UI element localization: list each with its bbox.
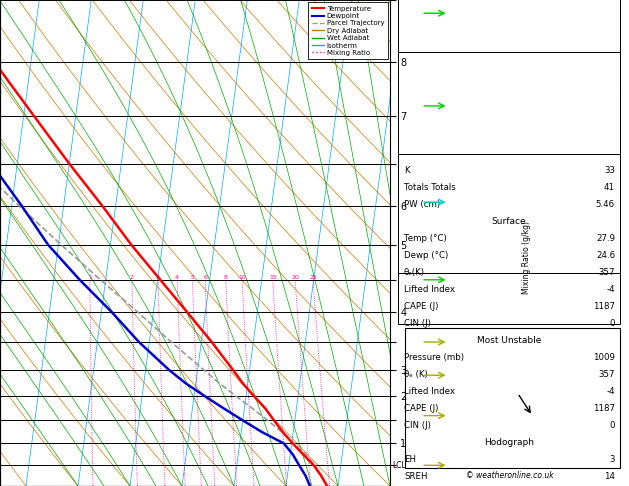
Legend: Temperature, Dewpoint, Parcel Trajectory, Dry Adiabat, Wet Adiabat, Isotherm, Mi: Temperature, Dewpoint, Parcel Trajectory…	[308, 2, 388, 59]
Text: 41: 41	[604, 183, 615, 192]
Text: -4: -4	[606, 387, 615, 396]
Text: 1187: 1187	[593, 302, 615, 311]
Text: Lifted Index: Lifted Index	[404, 285, 455, 294]
Text: Mixing Ratio (g/kg): Mixing Ratio (g/kg)	[522, 221, 531, 294]
Text: Dewp (°C): Dewp (°C)	[404, 251, 448, 260]
Text: 16.05.2024  18GMT (Base: 12): 16.05.2024 18GMT (Base: 12)	[423, 7, 598, 17]
Text: 15: 15	[269, 275, 277, 280]
Text: 33: 33	[604, 166, 615, 175]
Bar	[398, 154, 620, 273]
Text: 0: 0	[610, 319, 615, 328]
Text: Hodograph: Hodograph	[484, 438, 534, 447]
Text: 20: 20	[291, 275, 299, 280]
Text: kt: kt	[410, 22, 418, 31]
Bar	[398, 0, 620, 52]
Bar	[398, 273, 620, 324]
Text: 5: 5	[191, 275, 194, 280]
Bar	[405, 328, 620, 468]
Text: Totals Totals: Totals Totals	[404, 183, 456, 192]
Text: Most Unstable: Most Unstable	[477, 336, 541, 345]
Text: 4: 4	[175, 275, 179, 280]
Text: PW (cm): PW (cm)	[404, 200, 440, 209]
Text: 14: 14	[604, 472, 615, 481]
Text: CIN (J): CIN (J)	[404, 319, 431, 328]
Text: -4: -4	[606, 285, 615, 294]
Text: 3: 3	[156, 275, 160, 280]
Text: Surface: Surface	[492, 217, 526, 226]
Text: 3: 3	[610, 455, 615, 464]
Text: 27.9: 27.9	[596, 234, 615, 243]
Text: 8: 8	[224, 275, 228, 280]
Text: 2: 2	[130, 275, 134, 280]
Text: 357: 357	[599, 370, 615, 379]
Text: Temp (°C): Temp (°C)	[404, 234, 447, 243]
Text: 25: 25	[309, 275, 317, 280]
Text: 5.46: 5.46	[596, 200, 615, 209]
Text: 357: 357	[599, 268, 615, 277]
Text: LCL: LCL	[392, 461, 406, 470]
Text: Pressure (mb): Pressure (mb)	[404, 353, 464, 362]
Text: θₑ(K): θₑ(K)	[404, 268, 425, 277]
Text: 1187: 1187	[593, 404, 615, 413]
Text: CIN (J): CIN (J)	[404, 421, 431, 430]
Text: CAPE (J): CAPE (J)	[404, 404, 438, 413]
Text: SREH: SREH	[404, 472, 428, 481]
Text: 24.6: 24.6	[596, 251, 615, 260]
Text: 10: 10	[238, 275, 246, 280]
Text: Lifted Index: Lifted Index	[404, 387, 455, 396]
Text: 1009: 1009	[593, 353, 615, 362]
Text: K: K	[404, 166, 409, 175]
Text: θₑ (K): θₑ (K)	[404, 370, 428, 379]
Text: EH: EH	[404, 455, 416, 464]
Text: 6: 6	[203, 275, 207, 280]
Text: 0: 0	[610, 421, 615, 430]
Text: CAPE (J): CAPE (J)	[404, 302, 438, 311]
Text: 1: 1	[88, 275, 92, 280]
Bar	[398, 52, 620, 154]
Text: © weatheronline.co.uk: © weatheronline.co.uk	[466, 470, 554, 480]
